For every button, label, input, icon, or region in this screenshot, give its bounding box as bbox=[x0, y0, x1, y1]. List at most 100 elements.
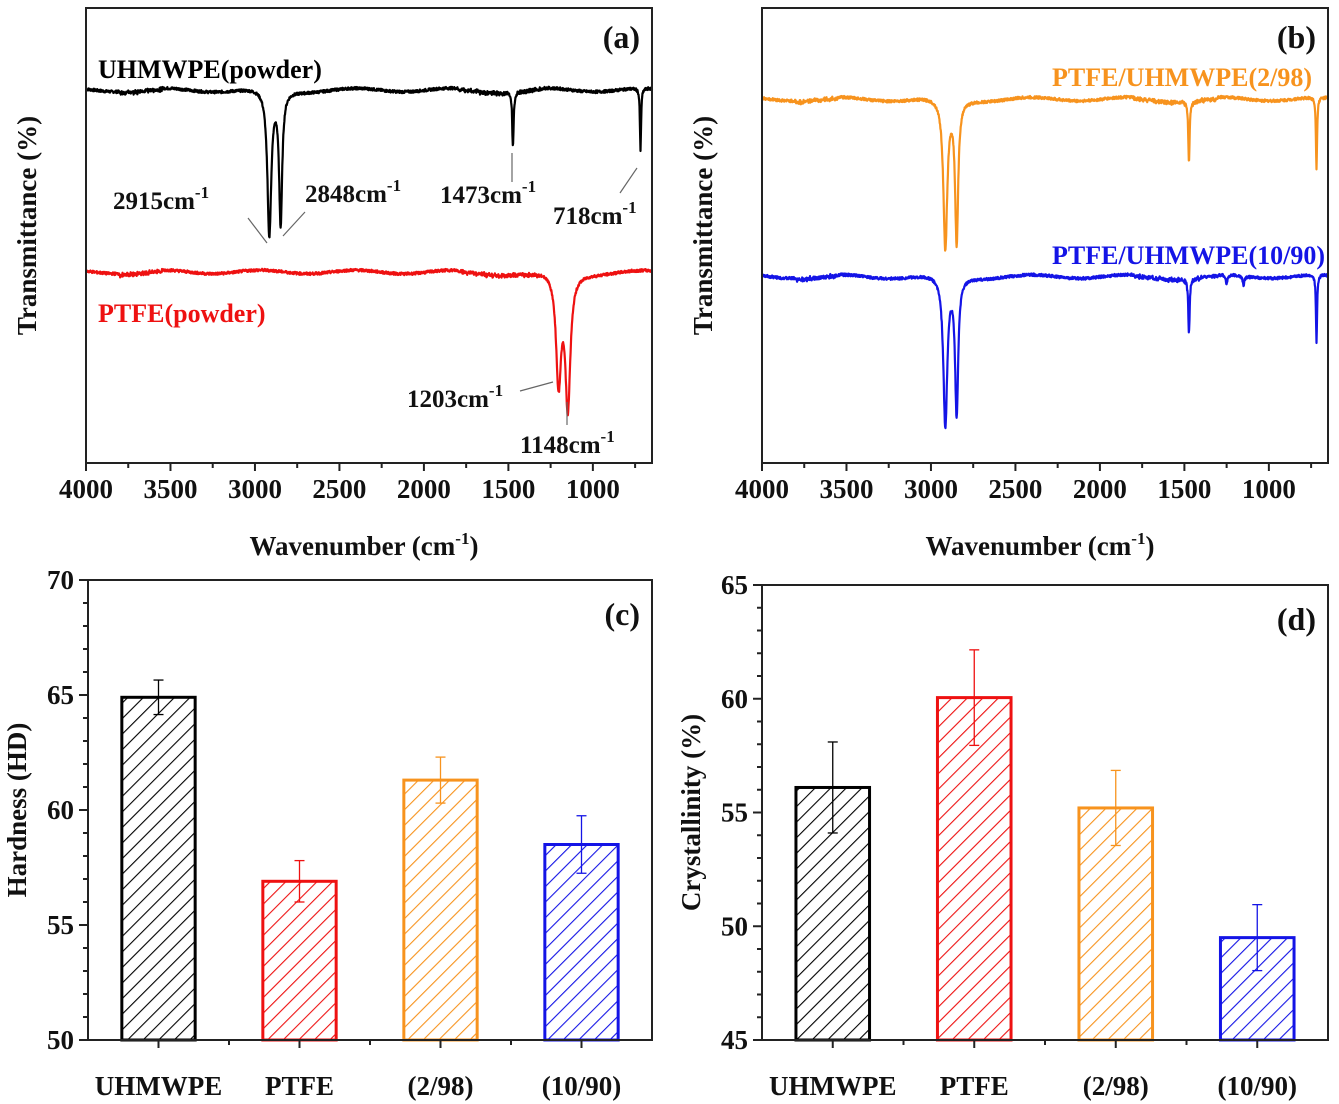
x-tick-label-a: 1500 bbox=[481, 474, 535, 504]
error-bar-c-3 bbox=[576, 815, 587, 874]
peak-label-2848-sup: -1 bbox=[387, 176, 401, 195]
leader-line-2915 bbox=[247, 217, 268, 244]
x-tick-label-b: 1000 bbox=[1242, 474, 1296, 504]
y-tick-label-d: 55 bbox=[721, 798, 748, 828]
x-axis-title-close: ) bbox=[469, 531, 478, 561]
panel-b-ftir-blends: 4000 3500 3000 2500 2000 1500 1000 Wavenumber (… bbox=[688, 7, 1330, 561]
x-axis-b: 4000 3500 3000 2500 2000 1500 1000 bbox=[735, 463, 1313, 504]
peak-label-1203-main: 1203cm bbox=[407, 386, 489, 413]
bar-c-0 bbox=[120, 695, 197, 1042]
error-bar-d-0 bbox=[827, 741, 838, 834]
panel-a-ftir-powders: 4000 3500 3000 2500 2000 1500 1000 Wavenumber (… bbox=[12, 7, 654, 561]
spectrum-line-a-0 bbox=[85, 85, 654, 239]
x-category-label-d: UHMWPE bbox=[769, 1071, 897, 1101]
spectrum-line-b-1 bbox=[760, 272, 1330, 430]
peak-label-1203-sup: -1 bbox=[489, 381, 503, 400]
bar-d-1 bbox=[935, 696, 1013, 1042]
x-axis-title-sup: -1 bbox=[455, 529, 469, 548]
x-tick-label-b: 3000 bbox=[904, 474, 958, 504]
y-tick-label-c: 65 bbox=[47, 680, 74, 710]
x-tick-label-a: 2500 bbox=[312, 474, 366, 504]
x-tick-label-a: 4000 bbox=[59, 474, 113, 504]
error-bar-c-0 bbox=[153, 679, 164, 716]
x-category-label-c: PTFE bbox=[265, 1071, 334, 1101]
x-tick-label-b: 4000 bbox=[735, 474, 789, 504]
y-axis-title-c: Hardness (HD) bbox=[2, 723, 32, 898]
spectrum-line-a-1 bbox=[85, 267, 654, 417]
peak-label-2915-sup: -1 bbox=[195, 183, 209, 202]
x-axis-title-a: Wavenumber (cm-1) bbox=[250, 529, 479, 561]
x-category-label-c: UHMWPE bbox=[95, 1071, 223, 1101]
panel-c-hardness-bars: 50 55 60 65 70 UHMWPE PTFE (2/98) (10/90) Hardnes… bbox=[2, 565, 653, 1101]
panel-label-c: (c) bbox=[604, 596, 640, 632]
series-label-ptfe: PTFE(powder) bbox=[98, 299, 266, 328]
x-tick-label-a: 3500 bbox=[143, 474, 197, 504]
x-axis-title-main: Wavenumber (cm bbox=[250, 531, 456, 561]
peak-label-1148: 1148cm-1 bbox=[520, 427, 615, 459]
x-axis-a: 4000 3500 3000 2500 2000 1500 1000 bbox=[59, 463, 637, 504]
peak-label-1203: 1203cm-1 bbox=[407, 381, 503, 413]
x-tick-label-b: 3500 bbox=[819, 474, 873, 504]
x-axis-title-b: Wavenumber (cm-1) bbox=[926, 529, 1155, 561]
peak-label-2915: 2915cm-1 bbox=[113, 183, 209, 215]
x-axis-title-close: ) bbox=[1145, 531, 1154, 561]
x-category-label-d: PTFE bbox=[940, 1071, 1009, 1101]
y-axis-title-b: Transmittance (%) bbox=[688, 116, 718, 335]
spectrum-line-b-0 bbox=[760, 94, 1329, 252]
y-tick-label-d: 65 bbox=[721, 570, 748, 600]
x-axis-c: UHMWPE PTFE (2/98) (10/90) bbox=[95, 1040, 621, 1101]
y-tick-label-d: 50 bbox=[721, 911, 748, 941]
x-tick-label-b: 2000 bbox=[1073, 474, 1127, 504]
peak-label-718-main: 718cm bbox=[553, 203, 623, 230]
panel-d-crystallinity-bars: 45 50 55 60 65 UHMWPE PTFE (2/98) (10/90) Crystal… bbox=[676, 570, 1329, 1101]
peak-label-1473: 1473cm-1 bbox=[440, 177, 536, 209]
x-category-label-c: (10/90) bbox=[542, 1071, 621, 1101]
series-label-uhmwpe: UHMWPE(powder) bbox=[98, 55, 322, 84]
y-tick-label-c: 60 bbox=[47, 795, 74, 825]
y-axis-title-d: Crystallinity (%) bbox=[676, 714, 706, 911]
panel-label-d: (d) bbox=[1277, 601, 1316, 637]
y-tick-label-c: 50 bbox=[47, 1025, 74, 1055]
peak-label-2915-main: 2915cm bbox=[113, 188, 195, 215]
peak-label-1148-main: 1148cm bbox=[520, 432, 601, 459]
x-tick-label-b: 2500 bbox=[988, 474, 1042, 504]
panel-label-a: (a) bbox=[603, 19, 640, 55]
x-axis-title-main: Wavenumber (cm bbox=[926, 531, 1132, 561]
y-axis-c: 50 55 60 65 70 bbox=[47, 565, 88, 1055]
leader-line-718 bbox=[619, 167, 638, 194]
y-axis-d: 45 50 55 60 65 bbox=[721, 570, 762, 1055]
error-bar-c-2 bbox=[435, 756, 446, 804]
y-axis-title-a: Transmittance (%) bbox=[12, 116, 42, 335]
y-tick-label-d: 45 bbox=[721, 1025, 748, 1055]
bar-c-1 bbox=[261, 879, 338, 1042]
error-bar-c-1 bbox=[294, 859, 305, 903]
series-label-10-90: PTFE/UHMWPE(10/90) bbox=[1052, 241, 1325, 270]
peak-label-718-sup: -1 bbox=[622, 198, 636, 217]
peak-label-2848-main: 2848cm bbox=[305, 181, 387, 208]
x-tick-label-b: 1500 bbox=[1157, 474, 1211, 504]
x-category-label-d: (2/98) bbox=[1083, 1071, 1149, 1101]
panel-label-b: (b) bbox=[1277, 19, 1316, 55]
x-category-label-d: (10/90) bbox=[1218, 1071, 1297, 1101]
peak-label-1148-sup: -1 bbox=[601, 427, 615, 446]
y-tick-label-c: 70 bbox=[47, 565, 74, 595]
leader-line-1203 bbox=[519, 381, 554, 392]
y-tick-label-d: 60 bbox=[721, 684, 748, 714]
leader-line-2848 bbox=[282, 211, 306, 237]
x-category-label-c: (2/98) bbox=[408, 1071, 474, 1101]
peak-label-2848: 2848cm-1 bbox=[305, 176, 401, 208]
plot-frame-b bbox=[761, 7, 1329, 464]
peak-label-1473-main: 1473cm bbox=[440, 182, 522, 209]
bar-c-2 bbox=[402, 778, 479, 1042]
x-axis-title-sup: -1 bbox=[1131, 529, 1145, 548]
y-tick-label-c: 55 bbox=[47, 910, 74, 940]
error-bar-d-3 bbox=[1252, 903, 1263, 972]
error-bar-d-1 bbox=[969, 649, 980, 747]
x-tick-label-a: 1000 bbox=[566, 474, 620, 504]
x-tick-label-a: 2000 bbox=[397, 474, 451, 504]
x-tick-label-a: 3000 bbox=[228, 474, 282, 504]
peak-label-718: 718cm-1 bbox=[553, 198, 637, 230]
peak-label-1473-sup: -1 bbox=[522, 177, 536, 196]
plot-frame-a bbox=[85, 7, 653, 464]
